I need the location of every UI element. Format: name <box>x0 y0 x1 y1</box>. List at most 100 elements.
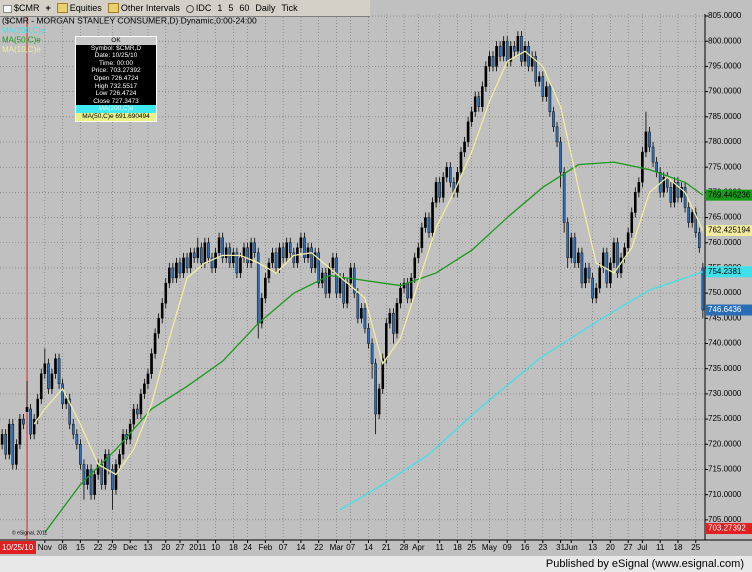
x-tick-label: 25 <box>691 543 700 552</box>
x-tick-label: 22 <box>94 543 103 552</box>
candle-body <box>189 252 192 269</box>
candle-body <box>171 267 175 279</box>
candle-body <box>655 161 658 173</box>
x-tick-label: Apr <box>412 543 425 552</box>
candle-body <box>665 177 669 188</box>
candle-body <box>427 217 431 233</box>
candle-body <box>406 282 409 299</box>
symbol: $CMR <box>14 3 40 13</box>
candle-body <box>466 121 470 143</box>
candle-body <box>690 212 694 223</box>
y-tick-label: 745.0000 <box>708 313 742 322</box>
candle-body <box>264 277 267 299</box>
candle-body <box>537 76 541 82</box>
candle-body <box>43 363 47 374</box>
candle-body <box>680 187 683 198</box>
candle-body <box>395 302 399 334</box>
last-value-box <box>706 189 752 201</box>
candle-body <box>449 166 452 183</box>
data-window-row: Time: 00:00 <box>98 59 134 67</box>
candle-body <box>75 433 79 445</box>
y-tick-label: 725.0000 <box>708 414 742 423</box>
data-window-row: High 732.5517 <box>94 82 138 90</box>
candle-body <box>168 267 171 284</box>
interval-daily[interactable]: Daily <box>255 3 276 13</box>
x-tick-label: 14 <box>364 543 373 552</box>
candle-body <box>143 383 146 395</box>
data-window-ok[interactable]: OK <box>76 37 156 45</box>
candle-body <box>260 297 264 324</box>
x-tick-label: 31 <box>556 543 565 552</box>
candle-body <box>303 237 306 259</box>
candle-body <box>61 383 64 405</box>
candle-body <box>633 192 637 213</box>
candle-body <box>64 398 68 405</box>
data-window-ma50: MA(50,C)e 691.690494 <box>76 112 156 121</box>
candle-body <box>580 252 584 284</box>
x-tick-label: 2011 <box>189 543 207 552</box>
candle-body <box>698 232 701 248</box>
candle-body <box>18 418 22 445</box>
candle-body <box>285 242 288 259</box>
candle-body <box>612 242 616 264</box>
candle-body <box>545 86 548 97</box>
candle-body <box>292 252 296 264</box>
candle-body <box>626 232 630 248</box>
symbol-box[interactable]: $CMR <box>3 3 40 13</box>
candle-body <box>47 363 50 390</box>
candle-body <box>356 292 360 319</box>
candle-body <box>82 464 86 485</box>
footer: Published by eSignal (www.esignal.com) <box>0 556 752 572</box>
x-tick-label: 18 <box>229 543 238 552</box>
candle-body <box>4 433 7 455</box>
candle-body <box>495 46 498 67</box>
last-value-box <box>706 266 752 278</box>
candle-body <box>139 393 143 415</box>
candle-body <box>363 308 367 329</box>
candle-body <box>609 262 612 284</box>
candle-body <box>253 242 256 254</box>
y-tick-label: 720.0000 <box>708 439 742 448</box>
candle-body <box>417 247 420 259</box>
x-tick-label: 18 <box>674 543 683 552</box>
candle-body <box>328 267 331 294</box>
candle-body <box>584 267 587 284</box>
candle-body <box>331 257 335 269</box>
x-tick-label: 16 <box>521 543 530 552</box>
data-window-ma200: MA(200,C)e <box>76 105 156 113</box>
candle-body <box>669 187 673 203</box>
interval-5[interactable]: 5 <box>228 3 234 13</box>
candle-body <box>132 408 136 425</box>
candle-body <box>651 146 655 163</box>
interval-60[interactable]: 60 <box>239 3 250 13</box>
interval-1[interactable]: 1 <box>217 3 223 13</box>
y-tick-label: 790.0000 <box>708 87 742 96</box>
candle-body <box>235 252 239 274</box>
candle-body <box>267 262 271 279</box>
cursor-date-box <box>0 541 36 554</box>
intervals-menu[interactable]: Other Intervals <box>107 3 180 14</box>
candle-body <box>299 237 303 248</box>
candle-body <box>160 302 164 319</box>
candle-body <box>598 267 602 289</box>
candle-body <box>249 242 253 264</box>
data-window-row: Low 726.4724 <box>95 90 137 98</box>
x-tick-label: 21 <box>382 543 391 552</box>
x-tick-label: 18 <box>453 543 462 552</box>
candle-body <box>552 111 555 128</box>
candle-body <box>114 464 118 490</box>
data-window-row: Open 726.4724 <box>93 74 139 82</box>
equities-menu[interactable]: Equities <box>56 3 102 14</box>
candle-body <box>150 353 153 374</box>
data-window-row: Price: 703.27392 <box>91 67 141 75</box>
interval-tick[interactable]: Tick <box>281 3 298 13</box>
candle-body <box>342 277 345 304</box>
add-button[interactable]: + <box>45 3 51 13</box>
candle-body <box>548 86 552 112</box>
candle-body <box>349 267 353 284</box>
candle-body <box>662 177 666 193</box>
candle-body <box>630 212 634 233</box>
x-tick-label: Nov <box>38 543 52 552</box>
idc-button[interactable]: IDC <box>185 3 211 13</box>
candle-body <box>196 247 200 259</box>
